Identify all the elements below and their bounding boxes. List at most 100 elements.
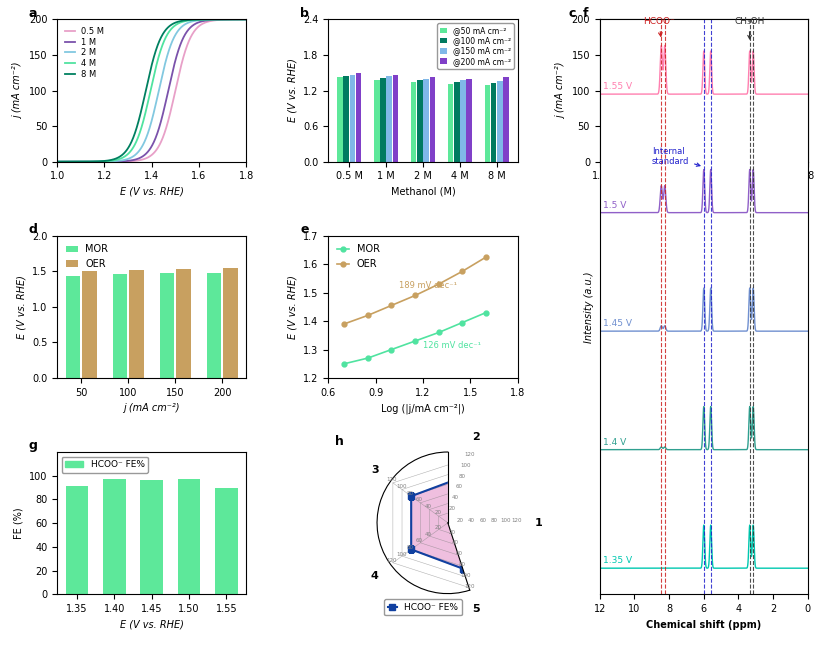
Text: b: b [300,6,309,19]
MOR [761,16,770,23]
4 M [203,16,213,23]
4 M [200,16,210,23]
MOR [458,318,468,326]
Bar [491,83,496,162]
Text: 80: 80 [406,545,414,550]
X-axis label: Methanol (M): Methanol (M) [391,187,455,197]
Text: 40: 40 [452,541,459,545]
Legend: MOR, OER: MOR, OER [62,240,113,273]
Text: 1.5 V: 1.5 V [603,201,627,210]
Bar [66,276,80,378]
Text: 1.4 V: 1.4 V [603,438,627,447]
Text: 20: 20 [448,530,455,535]
MOR [595,158,605,165]
4 M [242,16,251,23]
MOR [339,360,349,368]
HCOO⁻ FE% [406,492,416,500]
8 M [129,133,139,141]
2 M [203,16,213,23]
Text: 80: 80 [406,490,414,495]
1 M [182,28,192,36]
Text: 60: 60 [455,551,462,556]
Bar [380,78,386,162]
Text: 126 mV dec⁻¹: 126 mV dec⁻¹ [423,341,481,350]
MOR [410,337,420,345]
MOR [481,309,491,317]
8 M [182,16,192,24]
Text: d: d [29,223,38,236]
Text: 100: 100 [460,463,471,468]
Bar [387,76,392,162]
Text: 120: 120 [387,558,397,563]
Y-axis label: j (mA cm⁻²): j (mA cm⁻²) [13,62,24,119]
Text: 100: 100 [460,573,471,578]
4 M [52,158,62,165]
OER [761,32,770,39]
Bar [206,273,221,378]
4 M [72,158,82,165]
Text: 100: 100 [396,484,406,489]
Bar [349,74,355,162]
Text: 1.35 V: 1.35 V [603,556,632,565]
Text: 60: 60 [480,518,486,523]
Bar [417,81,423,162]
OER [481,253,491,261]
Text: CH₃OH: CH₃OH [734,17,765,39]
Text: 40: 40 [425,504,432,509]
Text: f: f [583,6,588,19]
Text: 100: 100 [396,552,406,557]
Bar [503,78,509,162]
MOR [686,109,696,116]
1 M [135,154,145,162]
X-axis label: E (V vs. RHE): E (V vs. RHE) [120,620,184,630]
Line: 0.5 M: 0.5 M [57,19,246,162]
Text: 60: 60 [416,539,423,543]
Legend: HCOO⁻ FE%: HCOO⁻ FE% [384,599,462,616]
MOR [387,346,397,353]
MOR [616,158,626,165]
Bar [374,80,379,162]
MOR [363,354,373,362]
0.5 M [72,158,82,165]
Text: 120: 120 [464,583,474,589]
2 M [200,16,210,24]
Text: ΔE = 0.169 V: ΔE = 0.169 V [701,78,756,87]
OER [803,16,813,24]
0.5 M [242,16,251,23]
Y-axis label: Intensity (a.u.): Intensity (a.u.) [584,271,594,342]
Y-axis label: E (V vs. RHE): E (V vs. RHE) [288,275,298,339]
0.5 M [200,19,210,26]
Bar [215,488,237,594]
0.5 M [203,17,213,25]
Legend: MOR, OER: MOR, OER [605,25,654,57]
Text: Internal
standard: Internal standard [652,147,700,166]
8 M [200,16,210,23]
2 M [242,16,251,23]
0.5 M [135,156,145,164]
Text: 20: 20 [434,510,441,516]
Text: 1.45 V: 1.45 V [603,320,632,328]
1 M [129,156,139,164]
8 M [72,158,82,165]
1 M [200,17,210,25]
Y-axis label: E (V vs. RHE): E (V vs. RHE) [16,275,26,339]
OER [679,157,689,165]
OER [363,311,373,319]
8 M [135,110,145,118]
Bar [424,79,429,162]
1 M [52,158,62,165]
Line: MOR: MOR [600,19,808,162]
Bar [178,479,200,594]
MOR [757,16,767,23]
X-axis label: Log (|j/mA cm⁻²|): Log (|j/mA cm⁻²|) [381,403,465,414]
Bar [82,271,96,378]
HCOO⁻ FE% [458,473,468,481]
Line: 2 M: 2 M [57,19,246,162]
2 M [72,158,82,165]
Text: 20: 20 [457,518,463,523]
Text: ΔE = 0.171 V: ΔE = 0.171 V [696,113,751,122]
Bar [392,74,398,162]
Bar [344,76,349,162]
MOR [434,329,444,337]
2 M [52,158,62,165]
